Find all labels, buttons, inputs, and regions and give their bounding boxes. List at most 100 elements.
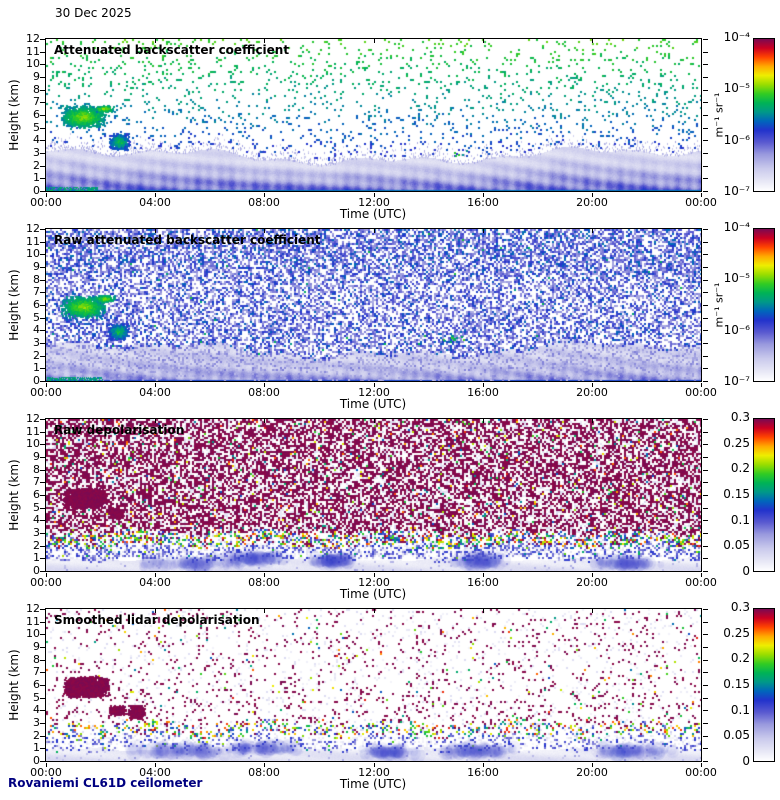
y-tick	[40, 330, 45, 331]
x-tick	[374, 573, 375, 577]
y-tick-right	[703, 191, 708, 192]
x-tick-top	[483, 39, 484, 43]
y-tick-label: 5	[33, 311, 40, 324]
y-tick	[40, 280, 45, 281]
colorbar-tick-label: 10⁻⁵	[723, 81, 750, 95]
y-tick	[40, 558, 45, 559]
x-tick-label: 04:00	[139, 766, 171, 779]
y-tick-right	[703, 546, 708, 547]
y-tick-right	[703, 672, 708, 673]
x-tick-label: 20:00	[576, 196, 608, 209]
panel-smoothed-lidar-depolarisation: Height (km) Smoothed lidar depolarisatio…	[0, 601, 780, 800]
y-tick	[40, 419, 45, 420]
plot-frame: Raw depolarisation	[45, 418, 702, 572]
y-tick-right	[703, 64, 708, 65]
y-tick-right	[703, 318, 708, 319]
x-tick-label: 04:00	[139, 386, 171, 399]
y-tick-right	[703, 432, 708, 433]
y-tick-label: 11	[26, 615, 40, 628]
y-tick-label: 6	[33, 678, 40, 691]
y-tick	[40, 39, 45, 40]
x-tick-label: 16:00	[467, 766, 499, 779]
y-tick-label: 1	[33, 361, 40, 374]
colorbar-tick-label: 0.1	[730, 703, 750, 717]
y-tick-right	[703, 280, 708, 281]
panel-title: Raw depolarisation	[54, 423, 185, 437]
y-tick-label: 7	[33, 475, 40, 488]
x-tick-top	[155, 229, 156, 233]
x-tick-top	[374, 39, 375, 43]
y-tick	[40, 622, 45, 623]
y-tick	[40, 736, 45, 737]
y-tick-label: 0	[33, 374, 40, 387]
x-tick-label: 16:00	[467, 386, 499, 399]
y-tick	[40, 609, 45, 610]
y-tick	[40, 647, 45, 648]
x-tick	[483, 383, 484, 387]
x-tick-label: 04:00	[139, 196, 171, 209]
y-tick-label: 1	[33, 551, 40, 564]
colorbar-tick-label: 10⁻⁵	[723, 271, 750, 285]
y-tick	[40, 710, 45, 711]
colorbar-tick-label: 0.3	[730, 600, 750, 614]
x-tick-label: 08:00	[248, 196, 280, 209]
y-tick-label: 9	[33, 70, 40, 83]
x-tick	[701, 763, 702, 767]
x-tick-top	[483, 229, 484, 233]
y-tick	[40, 305, 45, 306]
y-tick-right	[703, 710, 708, 711]
y-tick-right	[703, 723, 708, 724]
x-tick-label: 16:00	[467, 576, 499, 589]
y-tick-right	[703, 356, 708, 357]
y-tick-label: 7	[33, 95, 40, 108]
y-tick-right	[703, 761, 708, 762]
y-tick	[40, 64, 45, 65]
y-tick-label: 1	[33, 741, 40, 754]
colorbar-tick-label: 0.15	[723, 677, 750, 691]
x-tick-top	[592, 39, 593, 43]
y-tick	[40, 381, 45, 382]
x-tick-label: 20:00	[576, 576, 608, 589]
y-tick	[40, 520, 45, 521]
y-tick-right	[703, 166, 708, 167]
colorbar-tick-label: 0.05	[723, 728, 750, 742]
y-tick-right	[703, 508, 708, 509]
y-tick	[40, 178, 45, 179]
y-tick-label: 12	[26, 222, 40, 235]
y-tick-label: 11	[26, 425, 40, 438]
y-tick	[40, 254, 45, 255]
y-tick-label: 2	[33, 159, 40, 172]
y-tick	[40, 77, 45, 78]
y-tick-right	[703, 140, 708, 141]
x-tick-top	[264, 419, 265, 423]
y-tick-label: 11	[26, 235, 40, 248]
y-tick-label: 12	[26, 32, 40, 45]
y-tick-label: 2	[33, 349, 40, 362]
panel-attenuated-backscatter: Height (km) Attenuated backscatter coeff…	[0, 31, 780, 230]
panel-title: Attenuated backscatter coefficient	[54, 43, 290, 57]
y-tick	[40, 52, 45, 53]
colorbar-tick-label: 0.25	[723, 436, 750, 450]
y-tick-label: 10	[26, 57, 40, 70]
x-tick-label: 04:00	[139, 576, 171, 589]
y-tick-right	[703, 178, 708, 179]
y-tick-right	[703, 457, 708, 458]
x-axis-label: Time (UTC)	[339, 207, 407, 221]
heatmap-canvas	[46, 39, 701, 191]
y-tick	[40, 546, 45, 547]
y-tick-label: 4	[33, 703, 40, 716]
plot-frame: Smoothed lidar depolarisation	[45, 608, 702, 762]
x-tick-top	[155, 39, 156, 43]
x-axis-label: Time (UTC)	[339, 397, 407, 411]
y-tick-label: 9	[33, 450, 40, 463]
y-tick-label: 8	[33, 653, 40, 666]
y-tick-label: 7	[33, 285, 40, 298]
x-tick-top	[264, 229, 265, 233]
colorbar-tick-label: 10⁻⁶	[723, 133, 750, 147]
y-tick-label: 3	[33, 716, 40, 729]
y-tick-label: 0	[33, 754, 40, 767]
x-tick-label: 20:00	[576, 766, 608, 779]
x-tick-label: 00:00	[685, 386, 717, 399]
x-tick-label: 20:00	[576, 386, 608, 399]
plot-frame: Raw attenuated backscatter coefficient	[45, 228, 702, 382]
